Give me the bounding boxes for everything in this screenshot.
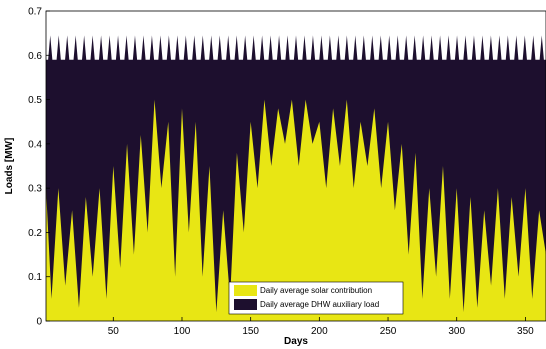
legend: Daily average solar contribution Daily a… xyxy=(228,281,404,315)
x-tick-label: 50 xyxy=(108,326,120,337)
x-axis-title: Days xyxy=(284,336,308,347)
x-axis: 50 100 150 200 250 300 350 xyxy=(108,317,534,337)
y-tick-label: 0.6 xyxy=(28,51,42,62)
x-tick-label: 100 xyxy=(174,326,191,337)
legend-label-solar: Daily average solar contribution xyxy=(260,286,372,295)
legend-box xyxy=(228,281,404,315)
x-tick-label: 150 xyxy=(242,326,259,337)
legend-swatch-solar xyxy=(234,285,257,296)
legend-swatch-aux xyxy=(234,299,257,310)
y-tick-label: 0.3 xyxy=(28,184,42,195)
y-tick-label: 0 xyxy=(36,317,42,328)
y-tick-label: 0.5 xyxy=(28,95,42,106)
y-axis-title: Loads [MW] xyxy=(4,138,15,195)
solar-contribution-area xyxy=(46,99,546,321)
x-tick-label: 300 xyxy=(448,326,465,337)
y-tick-label: 0.7 xyxy=(28,7,42,18)
legend-label-aux: Daily average DHW auxiliary load xyxy=(260,300,379,309)
y-tick-label: 0.2 xyxy=(28,228,42,239)
x-tick-label: 200 xyxy=(311,326,328,337)
plot-frame xyxy=(45,10,546,322)
x-tick-label: 250 xyxy=(380,326,397,337)
y-axis: 0 0.1 0.2 0.3 0.4 0.5 0.6 0.7 xyxy=(28,7,50,328)
x-tick-label: 350 xyxy=(517,326,534,337)
y-tick-label: 0.4 xyxy=(28,139,42,150)
y-tick-label: 0.1 xyxy=(28,272,42,283)
